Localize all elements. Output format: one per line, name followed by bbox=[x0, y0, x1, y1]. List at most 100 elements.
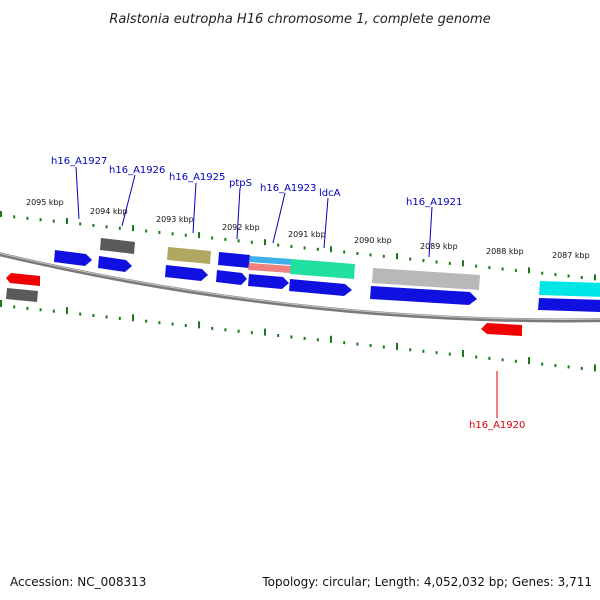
gene-block[interactable] bbox=[290, 259, 355, 279]
scale-tick bbox=[594, 274, 596, 281]
scale-tick bbox=[171, 232, 174, 236]
scale-label: 2095 kbp bbox=[26, 198, 64, 207]
gene-label-h16-a1927[interactable]: h16_A1927 bbox=[51, 156, 107, 167]
scale-tick bbox=[316, 247, 319, 251]
scale-tick bbox=[330, 246, 332, 253]
scale-tick bbox=[488, 356, 491, 360]
scale-tick bbox=[580, 366, 583, 370]
scale-tick bbox=[290, 245, 293, 248]
scale-label: 2094 kbp bbox=[90, 207, 128, 216]
scale-ticks-outer bbox=[0, 211, 596, 281]
gene-label-ldca[interactable]: ldcA bbox=[319, 188, 341, 199]
scale-tick bbox=[105, 225, 108, 229]
chromosome-backbone bbox=[0, 252, 600, 323]
scale-tick bbox=[26, 306, 29, 310]
scale-tick bbox=[567, 274, 570, 278]
scale-tick bbox=[66, 218, 68, 224]
scale-tick bbox=[0, 211, 2, 217]
gene-arrow[interactable] bbox=[6, 273, 40, 286]
gene-block[interactable] bbox=[248, 263, 291, 273]
scale-tick bbox=[369, 344, 372, 347]
accession-text: Accession: NC_008313 bbox=[10, 575, 146, 589]
gene-arrow[interactable] bbox=[54, 250, 92, 266]
gene-arrow[interactable] bbox=[289, 279, 352, 296]
scale-tick bbox=[105, 315, 108, 319]
scale-tick bbox=[198, 321, 200, 329]
gene-arrow[interactable] bbox=[165, 265, 208, 281]
gene-label-ptps[interactable]: ptpS bbox=[229, 178, 252, 189]
scale-tick bbox=[277, 334, 280, 337]
gene-block[interactable] bbox=[372, 268, 480, 290]
scale-tick bbox=[356, 342, 359, 346]
scale-tick bbox=[554, 273, 557, 277]
gene-label-h16-a1920[interactable]: h16_A1920 bbox=[469, 420, 525, 431]
scale-tick bbox=[422, 349, 425, 353]
scale-tick bbox=[184, 233, 187, 237]
scale-labels: 2095 kbp 2094 kbp 2093 kbp 2092 kbp 2091… bbox=[26, 198, 590, 260]
gene-block[interactable] bbox=[167, 247, 211, 264]
scale-tick bbox=[409, 348, 412, 352]
gene-block[interactable] bbox=[538, 298, 600, 312]
gene-features bbox=[6, 238, 600, 336]
scale-tick bbox=[79, 312, 82, 316]
scale-tick bbox=[92, 223, 95, 227]
gene-block[interactable] bbox=[218, 252, 250, 268]
scale-tick bbox=[184, 324, 187, 327]
scale-tick bbox=[475, 264, 478, 268]
gene-label-h16-a1926[interactable]: h16_A1926 bbox=[109, 165, 165, 176]
scale-tick bbox=[303, 246, 306, 250]
scale-tick bbox=[132, 225, 134, 232]
gene-leader-lines bbox=[75, 166, 433, 258]
scale-tick bbox=[237, 329, 240, 333]
gene-block[interactable] bbox=[249, 256, 292, 265]
scale-tick bbox=[79, 222, 82, 226]
scale-tick bbox=[39, 218, 42, 222]
scale-tick bbox=[396, 253, 398, 260]
scale-tick bbox=[528, 267, 530, 274]
gene-label-h16-a1925[interactable]: h16_A1925 bbox=[169, 172, 225, 183]
scale-tick bbox=[132, 314, 134, 322]
gene-arrow[interactable] bbox=[98, 256, 132, 272]
scale-tick bbox=[501, 358, 504, 362]
gene-arrow[interactable] bbox=[481, 323, 522, 336]
scale-tick bbox=[409, 257, 412, 261]
scale-tick bbox=[554, 364, 557, 368]
scale-tick bbox=[435, 260, 438, 264]
scale-tick bbox=[356, 252, 359, 255]
gene-arrow[interactable] bbox=[216, 270, 247, 285]
scale-tick bbox=[66, 307, 68, 315]
scale-tick bbox=[303, 336, 306, 340]
gene-label-h16-a1921[interactable]: h16_A1921 bbox=[406, 197, 462, 208]
map-title: Ralstonia eutropha H16 chromosome 1, com… bbox=[109, 12, 490, 27]
gene-block[interactable] bbox=[100, 238, 135, 254]
scale-tick bbox=[448, 352, 451, 356]
summary-text: Topology: circular; Length: 4,052,032 bp… bbox=[261, 575, 592, 589]
scale-tick bbox=[118, 316, 121, 320]
scale-tick bbox=[514, 359, 517, 363]
scale-tick bbox=[118, 226, 121, 230]
scale-tick bbox=[211, 236, 214, 240]
scale-tick bbox=[422, 259, 425, 263]
gene-arrow[interactable] bbox=[248, 274, 289, 289]
scale-tick bbox=[594, 364, 596, 372]
scale-tick bbox=[462, 260, 464, 267]
gene-block[interactable] bbox=[539, 281, 600, 297]
scale-label: 2091 kbp bbox=[288, 230, 326, 239]
scale-tick bbox=[264, 328, 266, 336]
scale-tick bbox=[250, 240, 253, 244]
scale-tick bbox=[501, 267, 504, 271]
scale-tick bbox=[145, 229, 148, 233]
gene-label-h16-a1923[interactable]: h16_A1923 bbox=[260, 183, 316, 194]
gene-labels: h16_A1927 h16_A1926 h16_A1925 ptpS h16_A… bbox=[51, 156, 525, 431]
scale-tick bbox=[448, 261, 451, 265]
scale-tick bbox=[369, 253, 372, 257]
gene-arrow[interactable] bbox=[370, 286, 477, 305]
scale-tick bbox=[343, 341, 346, 345]
scale-tick bbox=[382, 345, 385, 349]
scale-tick bbox=[52, 219, 55, 223]
scale-tick bbox=[158, 321, 161, 325]
gene-block[interactable] bbox=[6, 288, 38, 302]
scale-tick bbox=[39, 308, 42, 312]
scale-ticks-inner bbox=[0, 300, 596, 372]
